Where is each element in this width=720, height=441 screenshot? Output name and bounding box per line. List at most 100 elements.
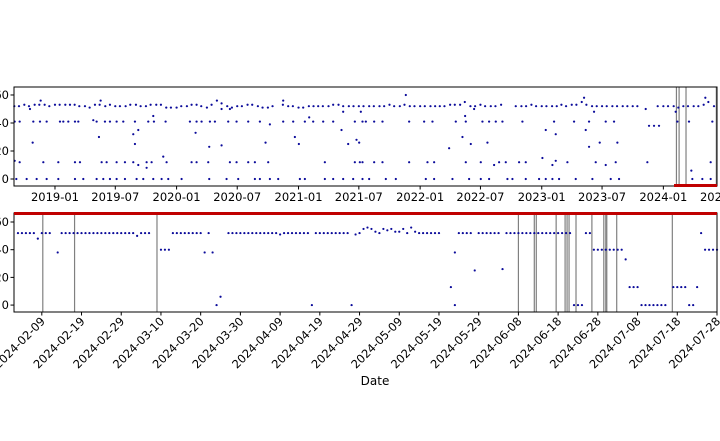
data-point [67,120,70,123]
data-point [32,120,35,123]
data-point [465,231,468,235]
data-point [317,105,320,108]
data-point [297,106,300,109]
data-point [145,166,148,169]
data-point [372,105,375,108]
data-point [347,142,350,146]
data-point [210,103,213,106]
data-point [493,231,496,235]
y-tick-label: 0 [2,172,9,186]
data-point [352,177,355,181]
data-point [194,131,197,134]
data-point [191,231,194,235]
data-point [469,142,472,146]
data-point [253,161,256,164]
data-point [647,124,651,127]
data-point [648,303,651,307]
data-point [464,114,467,118]
data-point [45,120,48,123]
data-point [414,230,417,233]
data-point [572,120,576,123]
data-point [171,231,174,235]
data-point [175,106,178,109]
data-point [355,138,358,141]
data-point [672,285,675,289]
y-tick-label: 20 [0,270,9,284]
data-point [88,231,91,235]
data-point [323,161,326,164]
data-point [246,103,249,106]
data-point [195,161,198,164]
x-tick-label: 2024-07 [700,190,720,204]
data-point [44,231,47,235]
data-point [68,231,71,235]
data-point [404,93,407,97]
data-point [551,177,554,181]
data-point [215,303,218,307]
data-point [524,105,528,108]
data-point [525,231,528,235]
data-point [239,231,242,235]
data-point [486,141,489,144]
data-point [17,105,21,108]
data-point [429,231,433,235]
data-point [362,105,365,108]
data-point [509,231,512,235]
data-point [120,231,123,235]
data-point [674,110,677,113]
data-point [524,177,527,181]
data-point [352,105,355,108]
x-tick-label: 2021-01 [275,190,323,204]
data-point [115,120,118,123]
data-point [200,105,203,108]
data-point [364,120,367,123]
data-point [57,161,60,164]
data-point [454,120,457,123]
data-point [78,105,81,108]
data-point [366,226,369,229]
data-point [384,177,387,181]
data-point [139,105,142,108]
x-tick-label: 2022-01 [396,190,444,204]
data-point [142,177,145,181]
data-point [370,227,373,231]
data-point [235,231,238,235]
data-point [64,103,67,106]
data-point [28,231,31,235]
data-point [152,177,155,181]
data-point [358,231,361,235]
data-point [373,120,376,123]
data-point [53,103,57,106]
data-point [68,103,72,106]
data-point [203,251,206,254]
data-point [103,120,107,123]
data-point [357,105,360,108]
data-point [169,106,173,109]
data-point [318,231,321,235]
data-point [124,231,127,235]
data-point [112,231,115,235]
data-point [362,227,365,231]
data-point [361,177,364,181]
data-point [350,303,353,307]
data-point [646,161,649,164]
data-point [251,231,254,235]
data-point [347,105,350,108]
data-point [469,105,472,108]
data-point [228,161,231,164]
data-point [114,105,117,108]
data-point [443,105,446,108]
axes-frame [13,212,718,313]
x-tick-label: 2020-07 [213,190,261,204]
data-point [449,103,452,106]
data-point [600,105,604,108]
data-point [402,227,405,231]
data-point [73,120,77,123]
data-point [267,231,270,235]
data-point [353,120,356,123]
data-point [230,106,233,109]
data-point [588,231,592,235]
data-point [544,128,547,132]
data-point [99,99,102,102]
data-point [237,177,240,181]
